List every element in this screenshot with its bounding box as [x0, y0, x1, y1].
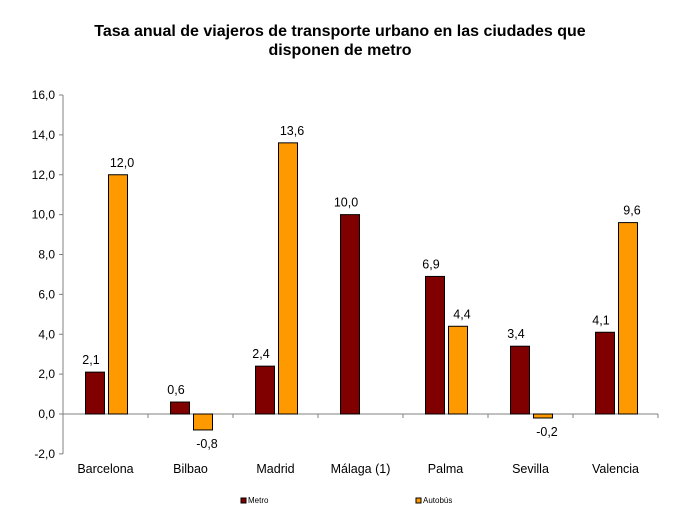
bar-autobus — [108, 174, 128, 415]
data-label: 10,0 — [334, 196, 358, 210]
bar-autobus — [618, 222, 638, 415]
bar-metro — [85, 371, 105, 415]
y-tick-label: 2,0 — [38, 367, 55, 381]
bar-autobus — [278, 142, 298, 415]
y-tick-label: 6,0 — [38, 287, 55, 301]
x-tick-label: Sevilla — [512, 462, 549, 476]
legend-swatch-autobus — [415, 497, 422, 504]
data-label: 2,1 — [82, 353, 99, 367]
y-tick-label: 10,0 — [32, 208, 56, 222]
x-tick-label: Palma — [428, 462, 463, 476]
data-label: 12,0 — [110, 156, 134, 170]
legend-label: Autobús — [423, 496, 452, 505]
chart-title-line-2: disponen de metro — [268, 42, 412, 59]
y-tick-label: 8,0 — [38, 248, 55, 262]
data-label: 2,4 — [252, 347, 269, 361]
bar-metro — [510, 345, 530, 415]
bar-autobus — [448, 325, 468, 415]
data-label: -0,8 — [196, 437, 218, 451]
data-label: 9,6 — [623, 204, 640, 218]
bar-metro — [425, 275, 445, 415]
x-tick-label: Málaga (1) — [331, 462, 391, 476]
data-label: 4,4 — [453, 307, 470, 321]
chart-title: Tasa anual de viajeros de transporte urb… — [0, 22, 680, 60]
y-tick-label: -2,0 — [34, 447, 55, 461]
x-tick-label: Madrid — [256, 462, 294, 476]
bar-autobus — [533, 413, 553, 419]
data-label: -0,2 — [536, 425, 558, 439]
chart-title-line-1: Tasa anual de viajeros de transporte urb… — [94, 23, 586, 40]
y-tick-label: 0,0 — [38, 407, 55, 421]
bar-metro — [595, 331, 615, 415]
y-tick-label: 16,0 — [32, 88, 56, 102]
legend-label: Metro — [248, 496, 269, 505]
data-label: 4,1 — [592, 313, 609, 327]
data-label: 13,6 — [280, 124, 304, 138]
bar-metro — [255, 365, 275, 415]
data-label: 0,6 — [167, 383, 184, 397]
y-tick-label: 14,0 — [32, 128, 56, 142]
x-tick-label: Valencia — [592, 462, 639, 476]
x-tick-label: Bilbao — [173, 462, 208, 476]
y-tick-label: 12,0 — [32, 168, 56, 182]
x-tick-label: Barcelona — [77, 462, 133, 476]
bar-metro — [340, 214, 360, 415]
data-label: 6,9 — [422, 257, 439, 271]
y-tick-label: 4,0 — [38, 327, 55, 341]
data-label: 3,4 — [507, 327, 524, 341]
bar-autobus — [193, 413, 213, 431]
legend-swatch-metro — [240, 497, 247, 504]
bar-metro — [170, 401, 190, 415]
